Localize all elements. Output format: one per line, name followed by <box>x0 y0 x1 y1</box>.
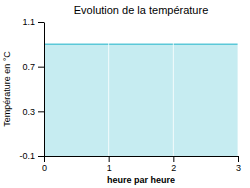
tick-mark <box>38 156 44 157</box>
axis-line <box>45 156 239 157</box>
x-axis: 0 1 2 3 <box>42 156 241 173</box>
y-axis-title: Température en °C <box>2 51 12 127</box>
grid-line <box>173 22 174 156</box>
area <box>44 44 238 156</box>
plot: 0 1 2 3 -0.1 0.3 0.7 1.1 <box>19 17 241 173</box>
line <box>44 44 238 46</box>
tick: 3 <box>236 156 241 173</box>
tick-mark <box>44 156 45 162</box>
tick-mark <box>38 67 44 68</box>
title: Evolution de la température <box>74 4 209 16</box>
tick: 2 <box>171 156 176 173</box>
y-axis: -0.1 0.3 0.7 1.1 <box>19 17 44 161</box>
tick-label: 2 <box>171 163 176 173</box>
tick: 0 <box>42 156 47 173</box>
tick: 0.3 <box>22 107 44 117</box>
marks <box>44 44 238 156</box>
tick: 1.1 <box>22 17 44 27</box>
tick-mark <box>38 111 44 112</box>
grid-line <box>108 22 109 156</box>
tick-mark <box>238 156 239 162</box>
tick-label: 1 <box>107 163 112 173</box>
tick: -0.1 <box>19 151 44 161</box>
x-axis-title: heure par heure <box>107 175 175 185</box>
axis-line <box>44 23 45 157</box>
tick-mark <box>38 22 44 23</box>
tick-mark <box>173 156 174 162</box>
tick-label: 3 <box>236 163 241 173</box>
grid-line <box>44 22 45 156</box>
chart: 0 1 2 3 -0.1 0.3 0.7 1.1 Evolution de la tempéra… <box>0 0 250 188</box>
grid-line <box>238 22 239 156</box>
tick-label: -0.1 <box>19 151 35 161</box>
tick-label: 0.3 <box>22 107 35 117</box>
tick-label: 1.1 <box>22 17 35 27</box>
tick-mark <box>109 156 110 162</box>
tick-label: 0 <box>42 163 47 173</box>
tick: 0.7 <box>22 62 44 72</box>
tick: 1 <box>107 156 112 173</box>
tick-label: 0.7 <box>22 62 35 72</box>
grid <box>44 22 238 156</box>
